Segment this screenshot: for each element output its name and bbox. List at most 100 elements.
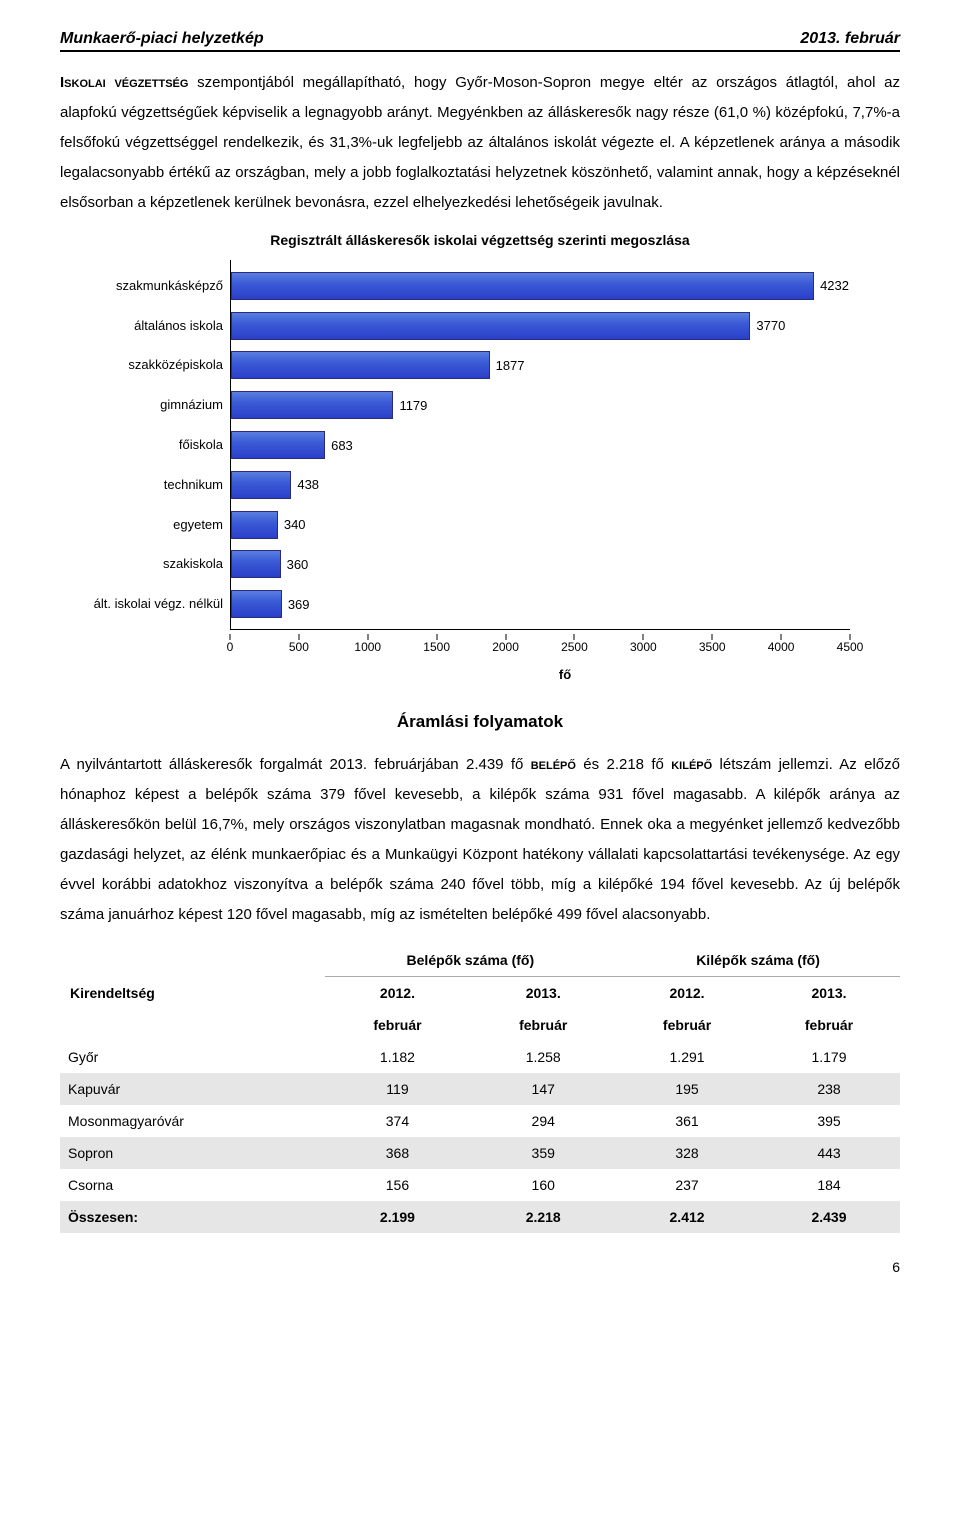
chart-bar: [231, 351, 490, 379]
chart-bar: [231, 431, 325, 459]
th-group-kilepok: Kilépők száma (fő): [616, 944, 900, 977]
cell-value: 2.412: [616, 1201, 758, 1233]
table-row: Mosonmagyaróvár374294361395: [60, 1105, 900, 1137]
table-row: Csorna156160237184: [60, 1169, 900, 1201]
cell-value: 195: [616, 1073, 758, 1105]
row-label: Sopron: [60, 1137, 325, 1169]
cell-value: 374: [325, 1105, 471, 1137]
chart-plot: szakmunkásképző4232általános iskola3770s…: [230, 260, 850, 630]
chart-category-label: szakmunkásképző: [71, 272, 231, 300]
chart-area: szakmunkásképző4232általános iskola3770s…: [60, 260, 900, 690]
table-row: Győr1.1821.2581.2911.179: [60, 1041, 900, 1073]
chart-xlabel: fő: [230, 667, 900, 682]
chart-xtick: 3500: [699, 640, 726, 654]
chart-xtick: 0: [227, 640, 234, 654]
chart-bar-row: főiskola683: [231, 431, 353, 459]
header-right: 2013. február: [800, 30, 900, 48]
para1-body: szempontjából megállapítható, hogy Győr-…: [60, 74, 900, 211]
chart-bar-row: gimnázium1179: [231, 391, 427, 419]
cell-value: 1.182: [325, 1041, 471, 1073]
chart-category-label: szakiskola: [71, 550, 231, 578]
chart-value-label: 369: [288, 597, 310, 612]
chart-xaxis: 050010001500200025003000350040004500: [230, 640, 850, 660]
chart-xtick-mark: [712, 634, 713, 640]
cell-value: 1.291: [616, 1041, 758, 1073]
row-label: Csorna: [60, 1169, 325, 1201]
cell-value: 443: [758, 1137, 900, 1169]
chart-xtick-mark: [367, 634, 368, 640]
th-rowhead: Kirendeltség: [60, 944, 325, 1041]
th-month: február: [616, 1009, 758, 1041]
cell-value: 147: [470, 1073, 616, 1105]
th-group-belepok: Belépők száma (fő): [325, 944, 617, 977]
chart-value-label: 4232: [820, 278, 849, 293]
chart-xtick: 1000: [354, 640, 381, 654]
chart-xtick: 2500: [561, 640, 588, 654]
chart-value-label: 360: [287, 557, 309, 572]
section-title-flow: Áramlási folyamatok: [60, 712, 900, 732]
chart-value-label: 1877: [496, 358, 525, 373]
chart-xtick-mark: [505, 634, 506, 640]
p2-a: A nyilvántartott álláskeresők forgalmát …: [60, 756, 531, 773]
th-month: február: [470, 1009, 616, 1041]
cell-value: 2.439: [758, 1201, 900, 1233]
page-header: Munkaerő-piaci helyzetkép 2013. február: [60, 30, 900, 52]
cell-value: 156: [325, 1169, 471, 1201]
chart-category-label: technikum: [71, 471, 231, 499]
chart-category-label: főiskola: [71, 431, 231, 459]
chart-value-label: 340: [284, 517, 306, 532]
cell-value: 119: [325, 1073, 471, 1105]
cell-value: 238: [758, 1073, 900, 1105]
row-label: Összesen:: [60, 1201, 325, 1233]
chart-category-label: gimnázium: [71, 391, 231, 419]
page-number: 6: [60, 1259, 900, 1275]
cell-value: 2.199: [325, 1201, 471, 1233]
p2-d: létszám jellemzi. Az előző hónaphoz képe…: [60, 756, 900, 923]
chart-bar-row: ált. iskolai végz. nélkül369: [231, 590, 310, 618]
cell-value: 184: [758, 1169, 900, 1201]
th-year: 2013.: [470, 977, 616, 1010]
chart-xtick: 4000: [768, 640, 795, 654]
th-year: 2012.: [325, 977, 471, 1010]
chart-xtick: 500: [289, 640, 309, 654]
chart-xtick-mark: [850, 634, 851, 640]
p2-belepo: belépő: [531, 756, 576, 773]
chart-bar: [231, 550, 281, 578]
cell-value: 237: [616, 1169, 758, 1201]
chart-title: Regisztrált álláskeresők iskolai végzett…: [60, 232, 900, 248]
th-year: 2012.: [616, 977, 758, 1010]
chart-bar-row: általános iskola3770: [231, 312, 785, 340]
chart-bar-row: technikum438: [231, 471, 319, 499]
cell-value: 1.258: [470, 1041, 616, 1073]
cell-value: 328: [616, 1137, 758, 1169]
chart-bar-row: egyetem340: [231, 511, 306, 539]
chart-xtick-mark: [230, 634, 231, 640]
chart-category-label: egyetem: [71, 511, 231, 539]
chart-xtick: 2000: [492, 640, 519, 654]
th-month: február: [758, 1009, 900, 1041]
cell-value: 294: [470, 1105, 616, 1137]
chart-category-label: szakközépiskola: [71, 351, 231, 379]
chart-xtick-mark: [781, 634, 782, 640]
cell-value: 395: [758, 1105, 900, 1137]
chart-bar: [231, 590, 282, 618]
lead-term: Iskolai végzettség: [60, 74, 188, 91]
chart-xtick-mark: [298, 634, 299, 640]
header-left: Munkaerő-piaci helyzetkép: [60, 30, 264, 48]
row-label: Kapuvár: [60, 1073, 325, 1105]
row-label: Győr: [60, 1041, 325, 1073]
cell-value: 368: [325, 1137, 471, 1169]
chart-bar: [231, 312, 750, 340]
chart-category-label: általános iskola: [71, 312, 231, 340]
table-body: Győr1.1821.2581.2911.179Kapuvár119147195…: [60, 1041, 900, 1233]
cell-value: 1.179: [758, 1041, 900, 1073]
chart-value-label: 438: [297, 477, 319, 492]
chart-xtick-mark: [643, 634, 644, 640]
paragraph-flow: A nyilvántartott álláskeresők forgalmát …: [60, 750, 900, 930]
chart-bar-row: szakmunkásképző4232: [231, 272, 849, 300]
chart-bar: [231, 272, 814, 300]
th-year: 2013.: [758, 977, 900, 1010]
paragraph-education: Iskolai végzettség szempontjából megálla…: [60, 68, 900, 218]
chart-xtick-mark: [574, 634, 575, 640]
table-row: Sopron368359328443: [60, 1137, 900, 1169]
